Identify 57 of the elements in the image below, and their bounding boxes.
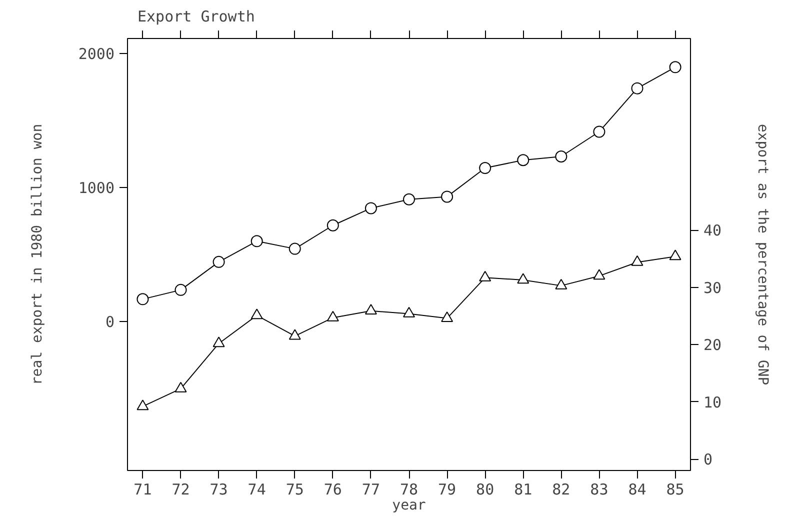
point bbox=[403, 306, 415, 318]
point bbox=[212, 256, 225, 268]
point bbox=[441, 311, 454, 322]
point bbox=[136, 293, 149, 306]
point bbox=[517, 154, 530, 166]
y2-tick-label: 10 bbox=[704, 393, 722, 412]
point bbox=[479, 162, 492, 174]
point bbox=[517, 273, 530, 284]
y-tick-label: 1000 bbox=[78, 178, 114, 197]
point bbox=[136, 400, 149, 410]
point bbox=[631, 82, 644, 94]
point bbox=[669, 61, 682, 74]
point bbox=[250, 235, 263, 248]
point bbox=[403, 193, 415, 206]
point bbox=[669, 250, 682, 260]
point bbox=[631, 255, 644, 266]
point bbox=[593, 269, 606, 280]
x-tick-label: 78 bbox=[400, 480, 418, 498]
point bbox=[288, 329, 301, 340]
y2-axis-title: export as the percentage of GNP bbox=[754, 124, 771, 386]
y-tick-label: 0 bbox=[105, 312, 114, 331]
point bbox=[250, 308, 263, 320]
x-tick-label: 72 bbox=[172, 480, 190, 498]
x-tick-label: 76 bbox=[324, 480, 342, 498]
y-axis-title: real export in 1980 billion won bbox=[29, 124, 46, 386]
y2-tick-label: 40 bbox=[704, 222, 722, 240]
point bbox=[555, 278, 568, 290]
y2-tick-label: 30 bbox=[704, 278, 722, 297]
y2-tick-label: 20 bbox=[704, 336, 722, 354]
point bbox=[555, 150, 568, 162]
point bbox=[479, 270, 492, 282]
x-tick-label: 77 bbox=[362, 480, 380, 498]
point bbox=[212, 336, 225, 348]
point bbox=[593, 126, 606, 138]
x-tick-label: 83 bbox=[590, 480, 608, 498]
x-tick-label: 84 bbox=[628, 480, 646, 498]
x-axis-title: year bbox=[392, 498, 426, 514]
x-tick-label: 74 bbox=[248, 480, 266, 498]
x-tick-label: 73 bbox=[210, 480, 228, 498]
point bbox=[174, 382, 187, 392]
x-tick-label: 80 bbox=[476, 480, 494, 498]
point bbox=[326, 310, 339, 322]
point bbox=[326, 219, 339, 232]
point bbox=[441, 190, 454, 203]
x-tick-label: 79 bbox=[438, 480, 456, 498]
y-tick-label: 2000 bbox=[78, 44, 114, 63]
y2-tick-label: 0 bbox=[704, 450, 713, 469]
x-tick-label: 85 bbox=[666, 480, 684, 498]
point bbox=[288, 242, 301, 255]
x-tick-label: 82 bbox=[552, 480, 570, 498]
chart-title: Export Growth bbox=[138, 8, 255, 26]
x-tick-label: 81 bbox=[514, 480, 532, 498]
point bbox=[364, 202, 377, 214]
x-tick-label: 71 bbox=[134, 480, 152, 498]
x-tick-label: 75 bbox=[286, 480, 304, 498]
point bbox=[174, 284, 187, 296]
point bbox=[364, 304, 377, 315]
